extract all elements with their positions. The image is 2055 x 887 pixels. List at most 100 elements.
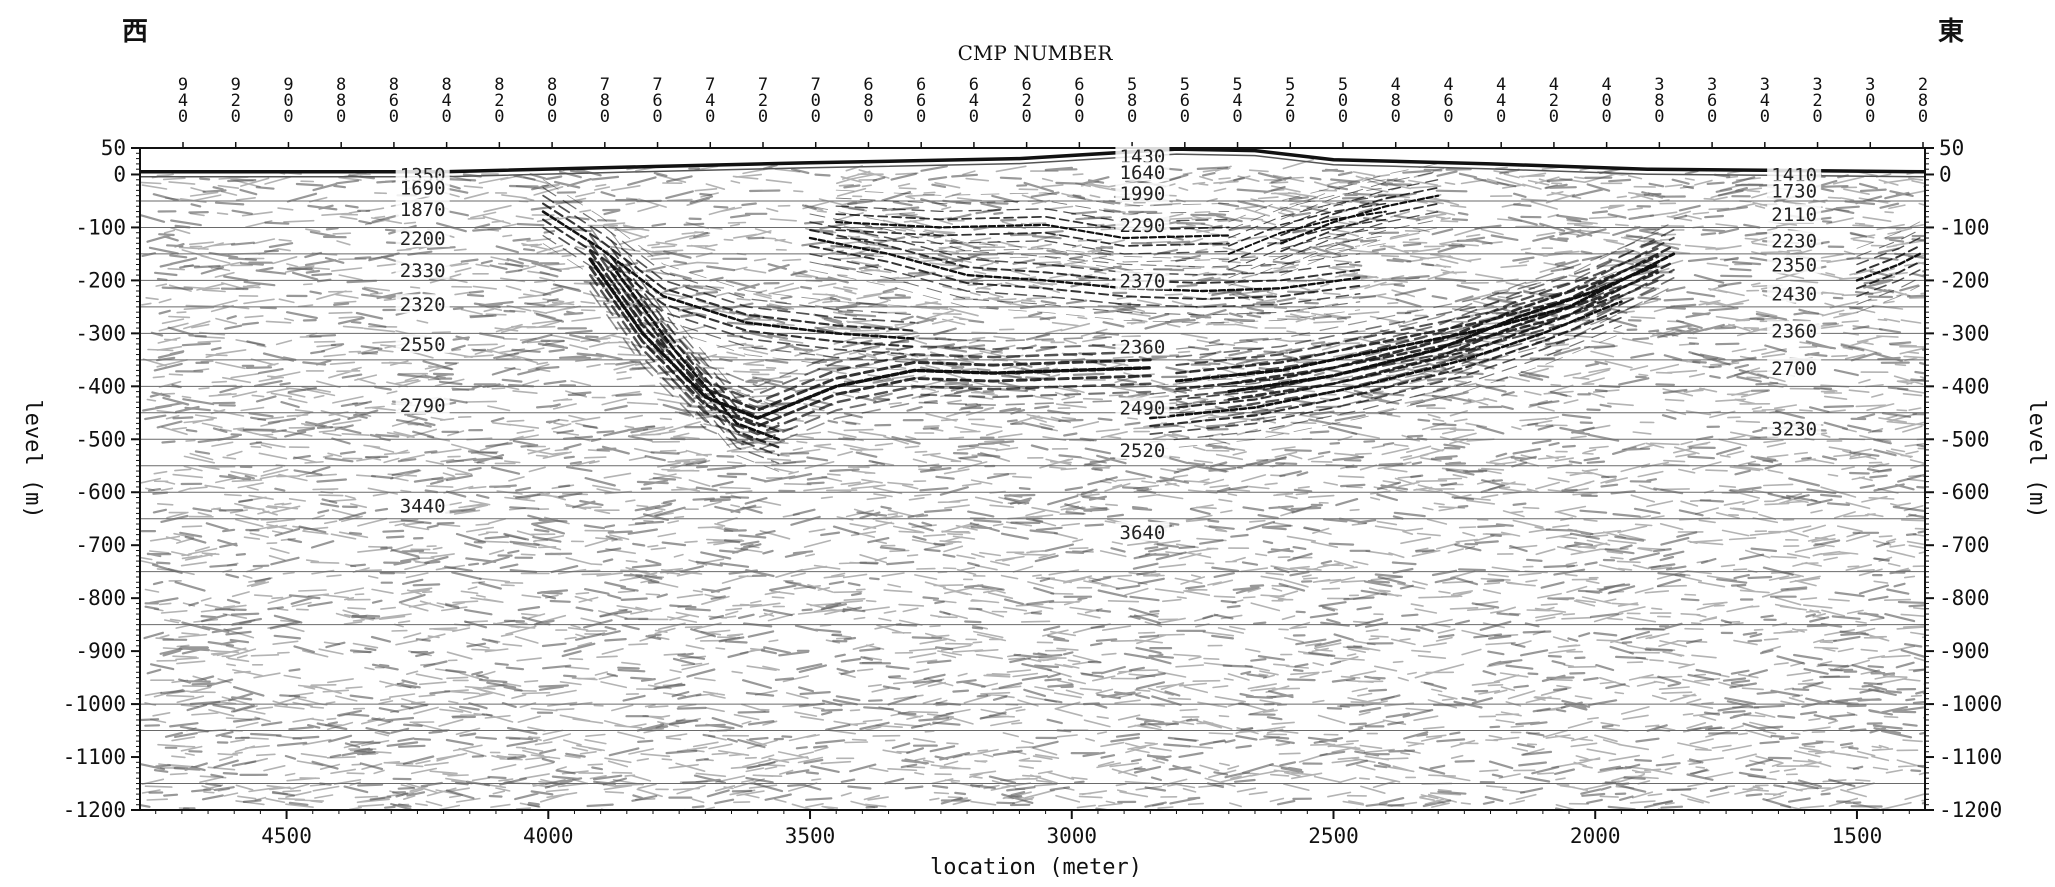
velocity-label: 1640 [1120, 162, 1166, 184]
y-tick-label-right: 50 [1939, 136, 1964, 160]
reflector [1855, 252, 1921, 282]
y-axis-title-right: level (m) [2024, 399, 2049, 518]
surface-line [140, 148, 1925, 174]
reflector [1149, 292, 1623, 412]
reflector [1149, 269, 1622, 387]
surface-line-shadow [140, 153, 1925, 178]
y-tick-label-left: -100 [75, 215, 126, 239]
reflector [835, 197, 1230, 215]
chart-title: CMP NUMBER [958, 41, 1114, 65]
reflector [1227, 239, 1659, 369]
reflector [1856, 285, 1921, 313]
velocity-label-bg [395, 333, 450, 353]
y-tick-label-right: -600 [1939, 480, 1990, 504]
y-tick-label-left: -1000 [63, 692, 126, 716]
velocity-label-bg [1115, 183, 1170, 203]
velocity-label-bg [1115, 214, 1170, 234]
reflector [610, 232, 780, 408]
reflector [1280, 202, 1440, 253]
reflector [589, 290, 1152, 451]
reflector [609, 263, 780, 441]
reflector [1856, 260, 1921, 290]
reflector [1228, 227, 1387, 271]
reflector [1149, 333, 1622, 451]
reflector [1149, 300, 1623, 420]
reflector [1175, 244, 1675, 375]
velocity-label: 3230 [1771, 419, 1817, 441]
seismic-traces [140, 148, 1925, 810]
air-above-surface [140, 148, 1925, 172]
reflector [610, 247, 780, 425]
reflector [1228, 218, 1387, 263]
velocity-label-bg [1767, 230, 1822, 250]
y-tick-label-left: -800 [75, 586, 126, 610]
velocity-label: 2700 [1771, 358, 1817, 380]
y-tick-label-left: 50 [101, 136, 126, 160]
reflector [1227, 262, 1660, 394]
reflector [1856, 244, 1921, 274]
reflector [542, 179, 916, 308]
reflector [1280, 171, 1439, 220]
y-tick-label-right: -400 [1939, 374, 1990, 398]
velocity-label-bg [1767, 320, 1822, 340]
reflector [1149, 324, 1623, 443]
x-tick-label: 3500 [785, 824, 836, 848]
y-tick-label-left: -700 [75, 533, 126, 557]
reflector [588, 241, 1152, 404]
velocity-label: 2290 [1120, 215, 1166, 237]
velocity-label-bg [1767, 418, 1822, 438]
y-tick-label-left: -400 [75, 374, 126, 398]
x-tick-label: 1500 [1832, 824, 1883, 848]
reflector [835, 189, 1230, 207]
reflector [542, 202, 916, 332]
reflector [1228, 235, 1387, 279]
velocity-label: 2330 [400, 260, 446, 282]
reflector [1149, 276, 1623, 395]
velocity-label: 1730 [1771, 180, 1817, 202]
reflector [542, 243, 916, 372]
y-tick-label-left: -600 [75, 480, 126, 504]
velocity-label: 2370 [1120, 270, 1166, 292]
velocity-label-bg [1767, 254, 1822, 274]
y-tick-label-right: -1100 [1939, 745, 2002, 769]
reflector [589, 226, 1152, 387]
y-tick-label-right: -200 [1939, 268, 1990, 292]
velocity-label-bg [1115, 145, 1170, 165]
y-tick-label-left: -200 [75, 268, 126, 292]
velocity-label: 2360 [1771, 321, 1817, 343]
reflector [542, 218, 916, 348]
reflector [835, 253, 1230, 271]
plot-frame [139, 147, 1926, 811]
reflector [1228, 202, 1387, 247]
y-tick-label-right: -1000 [1939, 692, 2002, 716]
reflector [1280, 219, 1439, 268]
velocity-label-bg [1767, 283, 1822, 303]
x-tick-label: 2000 [1570, 824, 1621, 848]
reflector [589, 282, 1152, 444]
reflector [809, 253, 1361, 308]
y-tick-label-right: -500 [1939, 427, 1990, 451]
velocity-label-bg [1115, 336, 1170, 356]
velocity-label-bg [1115, 439, 1170, 459]
reflector [588, 249, 1152, 412]
reflector [1280, 194, 1440, 245]
velocity-label: 1870 [400, 199, 446, 221]
axes: 50 500 0-100 -100-200 -200-300 -300-400 -400-5… [63, 136, 2002, 848]
reflector [609, 271, 780, 449]
